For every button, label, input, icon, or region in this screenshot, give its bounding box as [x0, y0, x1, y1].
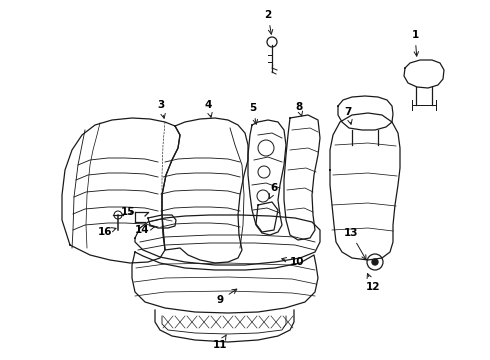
Text: 2: 2 — [265, 10, 273, 34]
Text: 3: 3 — [157, 100, 165, 118]
Text: 5: 5 — [249, 103, 258, 124]
Text: 12: 12 — [366, 274, 380, 292]
Text: 8: 8 — [295, 102, 303, 116]
Circle shape — [372, 259, 378, 265]
Text: 9: 9 — [217, 289, 237, 305]
Text: 15: 15 — [121, 207, 135, 217]
Text: 4: 4 — [204, 100, 212, 117]
Text: 1: 1 — [412, 30, 418, 56]
Text: 14: 14 — [134, 225, 155, 235]
Text: 16: 16 — [98, 227, 116, 237]
Text: 10: 10 — [282, 257, 304, 267]
Text: 11: 11 — [213, 335, 227, 350]
Text: 13: 13 — [343, 228, 366, 260]
Text: 7: 7 — [344, 107, 352, 124]
Text: 6: 6 — [270, 183, 278, 199]
